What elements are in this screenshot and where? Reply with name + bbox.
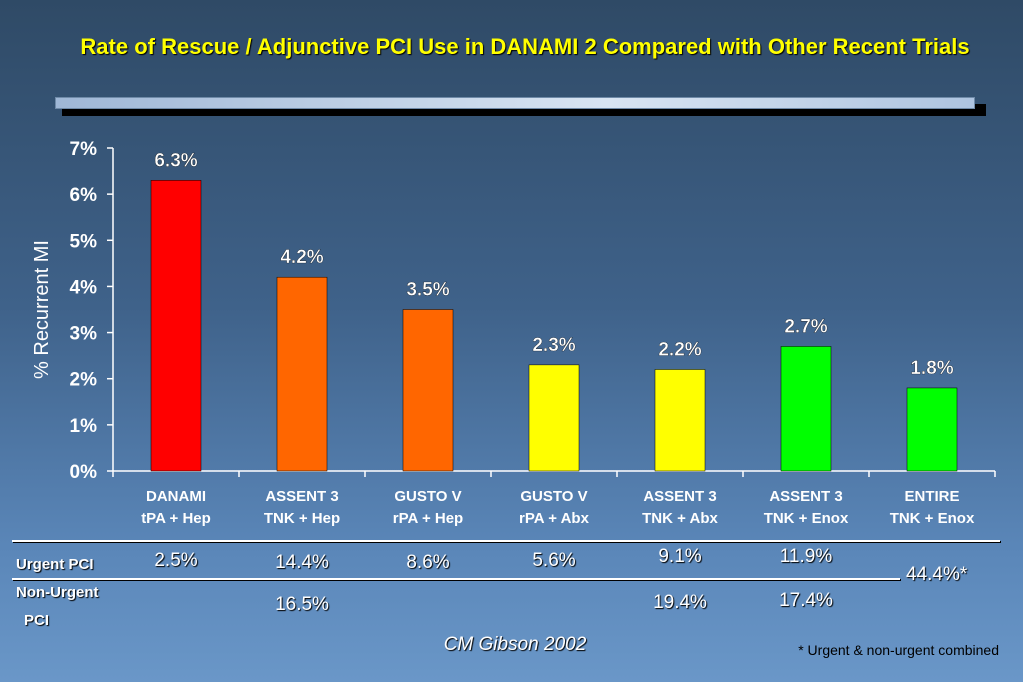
x-category-label-line1: ENTIRE: [904, 488, 959, 505]
x-category-label-line1: ASSENT 3: [643, 488, 716, 505]
bar-value-label: 1.8%: [910, 358, 953, 379]
x-category-label-line2: TNK + Abx: [642, 510, 718, 527]
x-category-label-line2: rPA + Hep: [393, 510, 463, 527]
urgent-pci-value: 5.6%: [532, 550, 576, 571]
urgent-pci-label: Urgent PCI: [16, 556, 94, 573]
y-tick-label: 2%: [70, 370, 98, 391]
bar-value-label: 4.2%: [280, 247, 323, 268]
urgent-pci-value: 9.1%: [658, 546, 702, 567]
urgent-pci-value: 2.5%: [154, 550, 198, 571]
bar: [150, 180, 202, 472]
bar-value-label: 2.3%: [532, 335, 575, 356]
bar-value-label: 2.7%: [784, 316, 827, 337]
urgent-pci-value: 11.9%: [779, 546, 833, 567]
nonurgent-pci-value: 19.4%: [653, 592, 707, 613]
x-category-label-line2: TNK + Hep: [264, 510, 340, 527]
x-category-label-line1: ASSENT 3: [265, 488, 338, 505]
y-tick-label: 4%: [70, 277, 98, 298]
y-axis-label: % Recurrent MI: [31, 240, 53, 379]
y-tick-label: 7%: [70, 139, 98, 160]
x-category-label-line2: TNK + Enox: [890, 510, 975, 527]
y-tick-label: 5%: [70, 231, 98, 252]
footnote: * Urgent & non-urgent combined: [798, 642, 999, 658]
nonurgent-pci-value: 17.4%: [779, 590, 833, 611]
bar: [402, 309, 454, 472]
table-divider-top: [12, 540, 1000, 542]
bar: [528, 364, 580, 472]
urgent-pci-value: 14.4%: [275, 552, 329, 573]
x-category-label-line2: tPA + Hep: [141, 510, 211, 527]
x-category-label-line1: GUSTO V: [520, 488, 587, 505]
y-tick-label: 3%: [70, 324, 98, 345]
bar-value-label: 2.2%: [658, 339, 701, 360]
nonurgent-pci-value: 16.5%: [275, 594, 329, 615]
x-category-label-line2: TNK + Enox: [764, 510, 849, 527]
table-divider-middle: [12, 578, 900, 580]
x-category-label-line1: GUSTO V: [394, 488, 461, 505]
combined-value: 44.4%*: [906, 564, 968, 585]
bar-chart: % Recurrent MI 0% 1% 2% 3% 4% 5% 6% 7% 6.3% DANAMI…: [31, 139, 975, 527]
x-category-label-line1: DANAMI: [146, 488, 206, 505]
x-category-label-line2: rPA + Abx: [519, 510, 590, 527]
bar: [780, 346, 832, 472]
bar: [906, 387, 958, 472]
y-tick-label: 0%: [70, 462, 98, 483]
bar: [654, 369, 706, 472]
bar-value-label: 3.5%: [406, 280, 449, 301]
bar: [276, 276, 328, 472]
y-tick-label: 6%: [70, 185, 98, 206]
page-title: Rate of Rescue / Adjunctive PCI Use in D…: [80, 34, 970, 59]
nonurgent-pci-label-line2: PCI: [24, 612, 50, 629]
y-tick-label: 1%: [70, 416, 98, 437]
nonurgent-pci-label-line1: Non-Urgent: [16, 584, 99, 601]
urgent-pci-value: 8.6%: [406, 552, 450, 573]
x-category-label-line1: ASSENT 3: [769, 488, 842, 505]
citation: CM Gibson 2002: [443, 634, 587, 655]
bar-value-label: 6.3%: [154, 150, 197, 171]
title-underline: [55, 97, 975, 109]
